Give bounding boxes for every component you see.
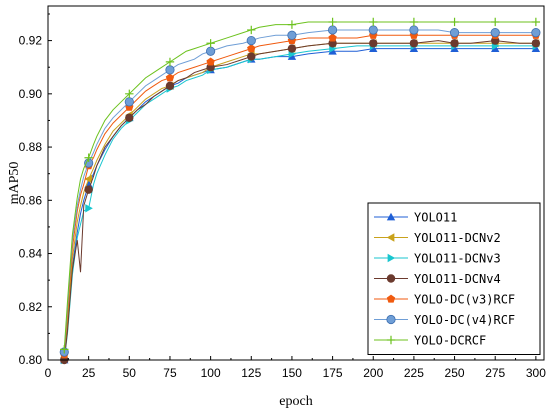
data-point — [531, 17, 541, 27]
legend-item: YOLO-DC(v3)RCF — [374, 293, 515, 307]
data-point — [85, 204, 93, 213]
legend-item: YOLO11-DCNv2 — [374, 231, 501, 245]
y-tick-label: 0.80 — [19, 353, 43, 367]
y-tick-label: 0.92 — [19, 34, 43, 48]
data-point — [531, 39, 541, 48]
data-point — [369, 39, 378, 48]
legend-marker — [386, 212, 396, 221]
data-point — [206, 39, 215, 48]
data-point — [124, 97, 134, 107]
data-point — [206, 57, 215, 66]
legend-marker — [386, 294, 396, 303]
data-point — [328, 17, 337, 27]
x-tick-label: 275 — [485, 366, 505, 380]
x-tick-label: 75 — [163, 366, 177, 380]
y-tick-label: 0.90 — [19, 87, 43, 101]
series-yolo-dc-v4-rcf — [59, 25, 541, 357]
data-point — [247, 52, 256, 61]
legend-label: YOLO-DC(v3)RCF — [414, 293, 515, 307]
data-point — [84, 185, 93, 194]
data-point — [328, 33, 337, 42]
data-point — [125, 89, 134, 99]
y-tick-label: 0.84 — [19, 247, 43, 261]
series-yolo-dcrcf — [60, 17, 541, 354]
legend-label: YOLO11-DCNv3 — [414, 252, 501, 266]
data-point — [60, 345, 69, 354]
y-axis-label: mAP50 — [7, 162, 22, 205]
x-tick-label: 50 — [123, 366, 137, 380]
series-line — [63, 40, 536, 361]
data-point — [165, 81, 175, 91]
data-point — [409, 39, 419, 48]
legend-marker — [386, 314, 396, 325]
legend-marker — [386, 274, 396, 283]
x-tick-label: 300 — [526, 366, 546, 380]
legend-marker — [386, 335, 396, 345]
data-point — [409, 25, 419, 35]
x-tick-label: 100 — [201, 366, 221, 380]
x-tick-label: 125 — [241, 366, 261, 380]
x-tick-label: 200 — [363, 366, 383, 380]
legend-item: YOLO11 — [374, 211, 457, 225]
plot-frame — [47, 5, 545, 361]
data-point — [368, 25, 378, 35]
legend-item: YOLO-DCRCF — [374, 334, 486, 348]
data-point — [491, 17, 500, 27]
data-point — [84, 153, 93, 162]
x-axis-label: epoch — [279, 394, 312, 409]
x-tick-label: 250 — [445, 366, 465, 380]
data-point — [247, 44, 256, 53]
data-point — [450, 17, 459, 27]
x-tick-label: 225 — [404, 366, 424, 380]
data-point — [125, 113, 134, 122]
x-tick-label: 25 — [82, 366, 96, 380]
data-point — [246, 36, 256, 46]
data-point — [206, 46, 216, 56]
legend-label: YOLO11-DCNv2 — [414, 231, 501, 245]
y-tick-label: 0.88 — [19, 140, 43, 154]
legend-marker — [386, 233, 395, 242]
data-point — [450, 39, 459, 48]
data-point — [409, 17, 419, 27]
legend-marker — [387, 253, 396, 263]
series-line — [63, 21, 536, 350]
data-point — [165, 57, 175, 67]
legend-item: YOLO11-DCNv4 — [374, 272, 501, 286]
x-tick-label: 0 — [45, 366, 52, 380]
data-point — [247, 25, 256, 35]
legend-item: YOLO-DC(v4)RCF — [374, 313, 515, 327]
series-layer — [59, 17, 541, 365]
series-line — [63, 45, 536, 361]
data-point — [165, 65, 175, 75]
y-axis: 0.80 0.82 0.84 0.86 0.88 0.90 0.92 — [19, 13, 52, 367]
y-tick-label: 0.82 — [19, 300, 43, 314]
data-point — [165, 73, 175, 82]
legend-label: YOLO11 — [414, 211, 457, 225]
x-tick-label: 150 — [282, 366, 302, 380]
legend-label: YOLO-DC(v4)RCF — [414, 313, 515, 327]
series-line — [63, 29, 536, 353]
data-point — [369, 17, 378, 27]
data-point — [84, 174, 93, 184]
data-point — [531, 28, 541, 38]
data-point — [287, 20, 297, 29]
legend-label: YOLO-DCRCF — [414, 334, 486, 348]
legend-label: YOLO11-DCNv4 — [414, 272, 501, 286]
x-tick-label: 175 — [323, 366, 343, 380]
data-point — [327, 25, 338, 35]
legend: YOLO11 YOLO11-DCNv2 YOLO11-DCNv3 YOLO11-DCN… — [367, 202, 541, 355]
x-axis: 0 25 50 75 100 125 150 175 200 225 250 275 300 — [45, 356, 546, 380]
data-point — [287, 30, 297, 40]
data-point — [287, 44, 297, 53]
y-tick-label: 0.86 — [19, 193, 43, 207]
legend-item: YOLO11-DCNv3 — [374, 252, 501, 266]
data-point — [449, 28, 460, 38]
data-point — [490, 28, 500, 38]
